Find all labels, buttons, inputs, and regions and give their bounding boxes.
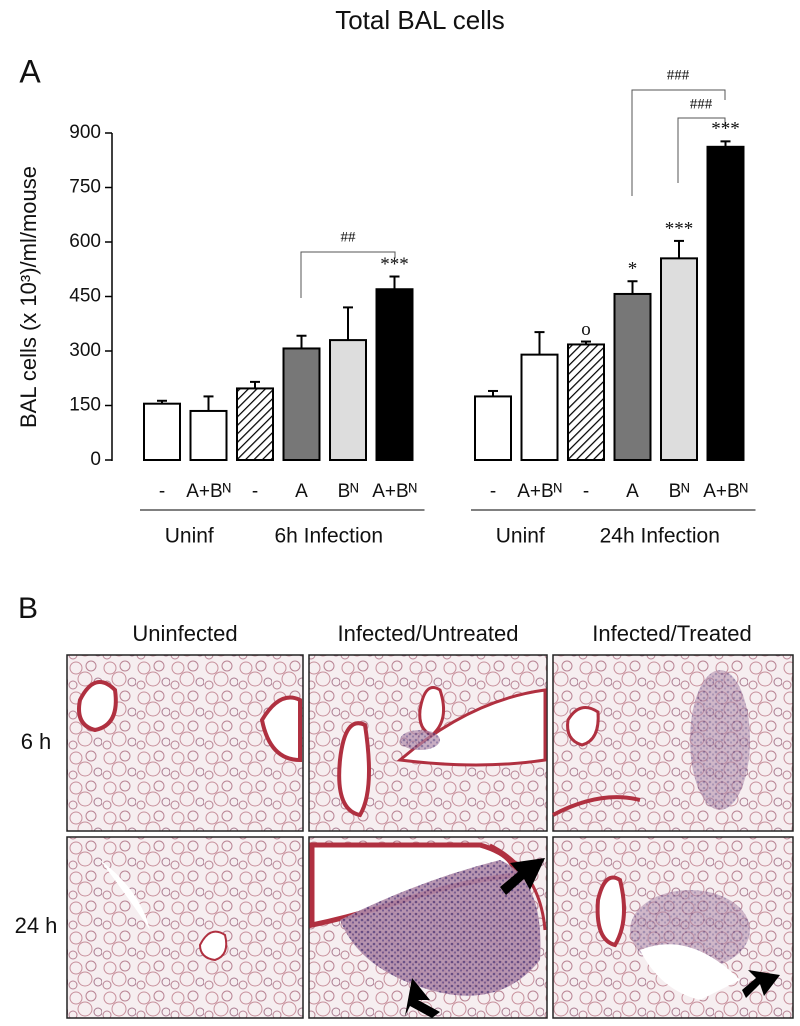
y-tick-label: 150 (69, 395, 101, 416)
x-tick-label: - (159, 481, 165, 502)
micrograph (308, 654, 548, 832)
y-tick-label: 750 (69, 177, 101, 198)
bracket (300, 251, 396, 298)
micrograph (552, 836, 794, 1019)
micrograph (552, 654, 794, 832)
bar (520, 353, 559, 461)
micrographs (66, 654, 794, 1019)
bar (613, 292, 652, 461)
comparison-label: ### (690, 96, 713, 112)
y-tick-label: 450 (69, 286, 101, 307)
bar (660, 257, 698, 461)
panel-label: B (18, 592, 38, 625)
bar (375, 288, 414, 461)
column-header: Infected/Untreated (337, 621, 518, 646)
panel-label: A (19, 53, 41, 89)
group-label: Uninf (165, 525, 214, 548)
significance-label: o (581, 319, 591, 340)
x-tick-label: A (626, 481, 639, 502)
x-tick-label: A (295, 481, 308, 502)
bar (236, 387, 274, 462)
group-label: 6h Infection (274, 525, 383, 548)
y-tick-label: 600 (69, 231, 101, 252)
bracket (631, 89, 726, 196)
bracket (677, 117, 726, 183)
y-axis-label: BAL cells (x 10³)/ml/mouse (16, 166, 41, 428)
x-tick-label: A+Bᴺ (517, 481, 562, 502)
chart-title: Total BAL cells (335, 5, 505, 35)
group-label: Uninf (496, 525, 545, 548)
column-header: Infected/Treated (592, 621, 751, 646)
significance-label: *** (380, 254, 409, 275)
bar (706, 145, 745, 461)
comparison-label: ## (341, 229, 357, 245)
y-tick-label: 900 (69, 122, 101, 143)
column-header: Uninfected (132, 621, 237, 646)
bar (143, 402, 181, 461)
x-tick-label: A+Bᴺ (703, 481, 748, 502)
x-tick-label: - (583, 481, 589, 502)
x-tick-label: - (490, 481, 496, 502)
bar (282, 347, 321, 461)
brackets (300, 89, 726, 298)
y-tick-label: 300 (69, 340, 101, 361)
bar (567, 343, 605, 461)
significance-label: *** (711, 119, 740, 140)
x-tick-label: A+Bᴺ (186, 481, 231, 502)
row-header: 24 h (15, 913, 58, 938)
micrograph (66, 836, 304, 1019)
x-tick-label: Bᴺ (669, 481, 690, 502)
bar (474, 395, 512, 461)
micrograph (308, 836, 548, 1019)
comparison-label: ### (667, 67, 690, 83)
group-label: 24h Infection (600, 525, 720, 548)
x-tick-label: Bᴺ (338, 481, 359, 502)
row-header: 6 h (21, 729, 52, 754)
y-tick-label: 0 (90, 449, 101, 470)
significance-label: * (628, 259, 638, 280)
bar (189, 409, 228, 462)
micrograph (66, 654, 304, 832)
x-tick-label: A+Bᴺ (372, 481, 417, 502)
x-tick-label: - (252, 481, 258, 502)
significance-label: *** (665, 218, 694, 239)
bar (329, 339, 367, 462)
